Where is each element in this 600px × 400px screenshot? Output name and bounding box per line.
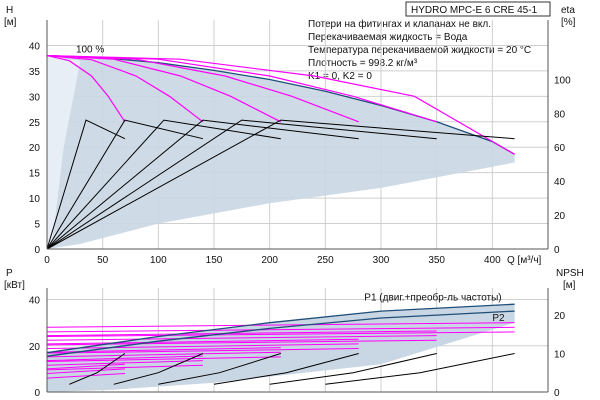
efficiency-curve-3 — [46, 119, 281, 250]
npsh-curve-1 — [69, 353, 126, 385]
note-line: Потери на фитингах и клапанах не вкл. — [308, 18, 491, 30]
y2-tick-label: 80 — [554, 109, 566, 120]
y-tick-label: 10 — [29, 194, 41, 205]
y-tick-label: 15 — [29, 169, 41, 180]
power-curve-magenta — [46, 335, 437, 341]
x-tick-label: 350 — [428, 255, 445, 266]
y-tick-label: 0 — [34, 388, 40, 399]
power-curve-magenta — [46, 343, 359, 350]
efficiency-curve-5 — [46, 119, 437, 250]
power-curve-magenta — [46, 330, 437, 337]
y-tick-label: 40 — [29, 41, 41, 52]
x-tick-label: 200 — [261, 255, 278, 266]
y-tick-label: 30 — [29, 92, 41, 103]
npsh-curve-3 — [158, 353, 281, 385]
efficiency-curve-2 — [46, 119, 204, 250]
efficiency-curve-1 — [46, 119, 126, 250]
y-axis-label-H: H [м] — [4, 5, 17, 28]
power-series-2 — [46, 310, 515, 357]
power-curve-magenta — [46, 360, 203, 366]
x-tick-label: 400 — [484, 255, 501, 266]
power-curve-magenta — [46, 338, 359, 345]
note-line: Температура перекачиваемой жидкости = 20… — [308, 45, 531, 56]
y2-label-part: NPSH — [556, 268, 584, 279]
y2-tick-label: 0 — [554, 388, 560, 399]
head-curve-1 — [46, 55, 126, 123]
npsh-curve-5 — [269, 353, 437, 385]
x-tick-label: 150 — [206, 255, 223, 266]
power-curve-magenta — [46, 355, 203, 362]
power-npsh-plot: P [кВт] NPSH [м] P1 (двиг.+преобр-ль частоты… — [4, 268, 584, 399]
power-curve-magenta — [46, 363, 125, 370]
head-curve-2 — [46, 55, 204, 123]
power-curve-magenta — [46, 351, 281, 358]
y-tick-label: 20 — [29, 342, 41, 353]
y2-tick-label: 20 — [554, 311, 566, 322]
note-line: Плотность = 998.2 кг/м³ — [308, 58, 418, 69]
series-label-P2: P2 — [492, 313, 505, 324]
y2-axis-label-eta: eta [%] — [561, 5, 576, 28]
x-tick-label: 100 — [150, 255, 167, 266]
power-curve-magenta — [46, 322, 515, 328]
head-curve-6 — [46, 55, 515, 155]
x-tick-label: 0 — [44, 255, 50, 266]
y2-label-part: [%] — [561, 17, 576, 28]
y2-tick-label: 100 — [554, 75, 571, 86]
notes-block: Потери на фитингах и клапанах не вкл. Пе… — [308, 18, 531, 82]
efficiency-curve-4 — [46, 119, 359, 250]
npsh-curve-2 — [113, 353, 204, 385]
y-tick-label: 25 — [29, 118, 41, 129]
power-curve-magenta — [46, 364, 203, 371]
y2-tick-label: 0 — [554, 245, 560, 256]
y-tick-label: 40 — [29, 296, 41, 307]
y-label-part: P — [6, 268, 13, 279]
x-tick-label: 50 — [97, 255, 109, 266]
npsh-curve-6 — [325, 353, 515, 385]
power-series-1 — [46, 303, 515, 354]
power-curve-magenta — [46, 331, 515, 338]
efficiency-curve-6 — [46, 119, 515, 250]
x-tick-label: 300 — [373, 255, 390, 266]
power-curve-magenta — [46, 373, 125, 379]
y2-label-part: eta — [561, 5, 575, 16]
y-tick-label: 35 — [29, 67, 41, 78]
npsh-curve-4 — [213, 353, 359, 385]
y-tick-label: 5 — [34, 220, 40, 231]
x-axis-label: Q [м³/ч] — [507, 255, 542, 266]
y-axis-label-P: P [кВт] — [4, 268, 25, 291]
power-curve-magenta — [46, 339, 437, 346]
chart-title: HYDRO MPC-E 6 CRE 45-1 — [411, 5, 538, 16]
y2-tick-label: 60 — [554, 143, 566, 154]
envelope-inner-region — [47, 55, 81, 249]
note-line: K1 = 0, K2 = 0 — [308, 71, 372, 82]
y2-tick-label: 10 — [554, 349, 566, 360]
annotation-100pct: 100 % — [76, 45, 104, 56]
power-curve-magenta — [46, 368, 125, 375]
y-label-part: [м] — [4, 17, 17, 28]
y2-tick-label: 40 — [554, 177, 566, 188]
title-box — [405, 1, 551, 17]
y2-axis-label-NPSH: NPSH [м] — [556, 268, 584, 291]
power-curve-magenta — [46, 348, 359, 354]
y-label-part: [кВт] — [4, 280, 25, 291]
x-tick-label: 250 — [317, 255, 334, 266]
power-curve-magenta — [46, 326, 515, 333]
power-curve-magenta — [46, 356, 281, 362]
envelope-curve — [46, 54, 515, 155]
y-label-part: H — [6, 5, 13, 16]
y-tick-label: 0 — [34, 245, 40, 256]
operating-envelope — [47, 55, 515, 249]
y2-tick-label: 20 — [554, 211, 566, 222]
note-line: Перекачиваемая жидкость = Вода — [308, 32, 468, 43]
head-curve-3 — [46, 55, 282, 123]
y2-label-part: [м] — [563, 280, 576, 291]
y-tick-label: 20 — [29, 143, 41, 154]
series-label-P1: P1 (двиг.+преобр-ль частоты) — [364, 292, 501, 304]
